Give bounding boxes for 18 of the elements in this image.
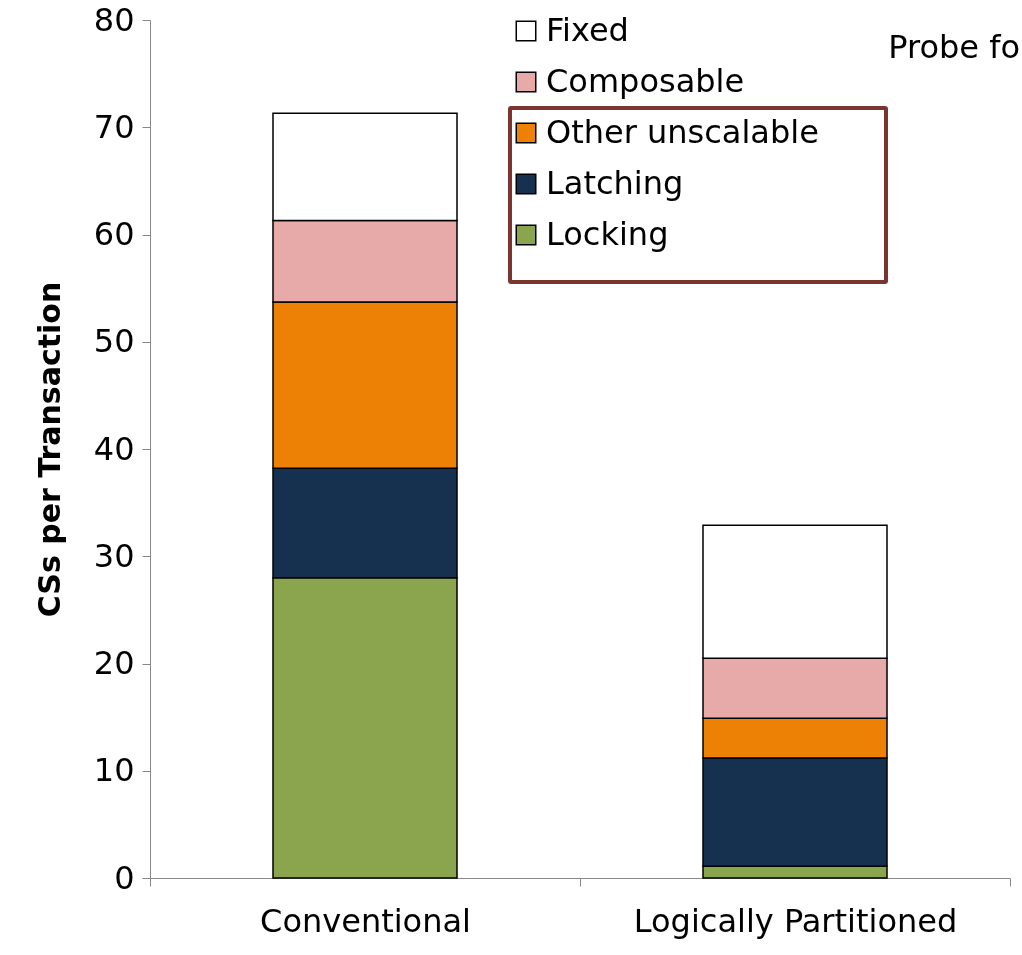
y-tick-label: 80 — [93, 0, 135, 39]
y-tick-label: 0 — [114, 858, 135, 897]
y-tick-label: 60 — [93, 215, 135, 253]
legend-label: Latching — [546, 164, 684, 202]
x-tick-label: Conventional — [260, 901, 471, 940]
y-tick-label: 70 — [93, 107, 135, 146]
y-tick-label: 40 — [93, 429, 135, 468]
legend-label: Composable — [546, 62, 745, 100]
y-tick-label: 50 — [93, 322, 135, 361]
legend-label: Other unscalable — [546, 113, 819, 151]
y-tick-label: 30 — [93, 536, 135, 575]
y-axis-title: CSs per Transaction — [31, 281, 67, 618]
y-tick-label: 10 — [93, 751, 135, 790]
annotation: Probe fo — [888, 28, 1020, 66]
y-tick-label: 20 — [93, 644, 135, 682]
x-tick-label: Logically Partitioned — [633, 901, 958, 940]
legend-label: Locking — [546, 215, 669, 253]
legend-label: Fixed — [546, 11, 629, 49]
